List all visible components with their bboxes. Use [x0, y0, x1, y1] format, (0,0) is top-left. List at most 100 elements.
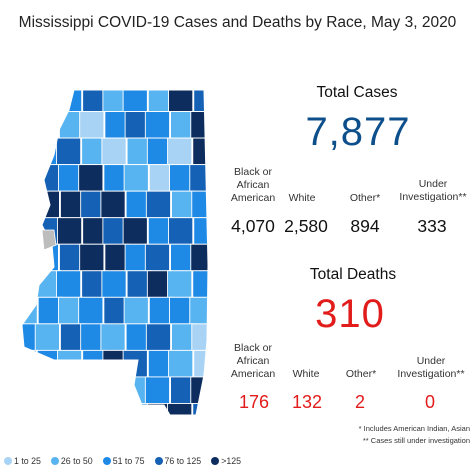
- cases-label-black: Black or African American: [230, 166, 276, 204]
- county-shape: [144, 376, 171, 404]
- county-shape: [33, 376, 59, 404]
- county-shape: [100, 323, 126, 351]
- total-cases-value: 7,877: [305, 110, 411, 154]
- county-shape: [81, 403, 107, 415]
- county-shape: [101, 270, 127, 298]
- total-cases-heading: Total Cases: [316, 84, 398, 101]
- county-no-data: [41, 229, 57, 251]
- county-shape: [145, 323, 172, 351]
- cases-value-black: 4,070: [231, 216, 275, 236]
- county-shape: [190, 111, 208, 139]
- county-shape: [189, 164, 208, 192]
- legend-item: 26 to 50: [50, 456, 93, 466]
- county-shape: [122, 217, 148, 245]
- footnote-other: * Includes American Indian, Asian: [358, 424, 470, 433]
- county-shape: [193, 217, 208, 245]
- county-shape: [22, 111, 39, 139]
- county-shape: [192, 270, 208, 298]
- footnote-investigation: ** Cases still under investigation: [362, 436, 470, 445]
- mississippi-county-map: [14, 85, 214, 430]
- county-shape: [190, 243, 208, 272]
- county-shape: [22, 403, 41, 415]
- county-shape: [100, 190, 126, 219]
- county-shape: [22, 349, 37, 378]
- county-shape: [55, 270, 82, 298]
- county-shape: [78, 296, 104, 325]
- deaths-value-other: 2: [354, 392, 365, 412]
- county-shape: [22, 270, 41, 298]
- legend-label: 76 to 125: [164, 456, 202, 466]
- county-shape: [22, 190, 40, 219]
- legend-dot-icon: [154, 457, 163, 465]
- county-shape: [192, 403, 208, 415]
- county-shape: [79, 376, 105, 404]
- county-shape: [22, 137, 41, 166]
- county-shape: [192, 137, 208, 166]
- county-shape: [123, 164, 149, 192]
- county-shape: [22, 376, 39, 404]
- county-shape: [191, 190, 208, 219]
- county-shape: [122, 349, 148, 378]
- county-shape: [34, 323, 60, 351]
- legend-dot-icon: [211, 457, 220, 465]
- county-shape: [55, 137, 82, 166]
- county-grid: [22, 90, 208, 415]
- county-shape: [122, 90, 148, 112]
- total-deaths-value: 310: [315, 292, 385, 336]
- county-shape: [104, 376, 130, 404]
- county-shape: [145, 190, 172, 219]
- county-shape: [36, 90, 62, 112]
- county-shape: [22, 243, 39, 272]
- legend-dot-icon: [4, 457, 12, 465]
- cases-label-white: White: [288, 192, 316, 204]
- county-shape: [79, 111, 105, 139]
- legend-item: >125: [211, 456, 241, 466]
- cases-value-investigation: 333: [417, 216, 447, 236]
- county-shape: [168, 90, 194, 112]
- page-title: Mississippi COVID-19 Cases and Deaths by…: [18, 14, 457, 31]
- cases-label-investigation: Under Investigation**: [399, 178, 467, 203]
- county-shape: [79, 243, 105, 272]
- map-legend: 1 to 25 26 to 50 51 to 75 76 to 125 >125: [4, 456, 241, 466]
- county-shape: [144, 111, 171, 139]
- county-shape: [22, 217, 37, 245]
- county-shape: [189, 296, 208, 325]
- legend-item: 51 to 75: [102, 456, 145, 466]
- deaths-value-white: 132: [291, 392, 323, 412]
- county-shape: [22, 164, 38, 192]
- legend-dot-icon: [102, 457, 111, 465]
- county-shape: [101, 137, 127, 166]
- cases-label-other: Other*: [349, 192, 381, 204]
- legend-label: 51 to 75: [112, 456, 145, 466]
- cases-value-other: 894: [350, 216, 380, 236]
- county-shape: [168, 349, 194, 378]
- cases-value-white: 2,580: [284, 216, 328, 236]
- county-shape: [167, 403, 193, 415]
- county-shape: [126, 403, 152, 415]
- county-shape: [58, 376, 85, 404]
- legend-label: 1 to 25: [14, 456, 41, 466]
- county-shape: [22, 90, 37, 112]
- deaths-label-black: Black or African American: [230, 342, 276, 380]
- deaths-label-investigation: Under Investigation**: [397, 355, 465, 380]
- state-outline: [21, 89, 209, 416]
- deaths-value-investigation: 0: [424, 392, 435, 412]
- county-shape: [33, 111, 59, 139]
- deaths-label-white: White: [292, 368, 320, 380]
- total-deaths-heading: Total Deaths: [309, 266, 397, 283]
- legend-item: 1 to 25: [4, 456, 41, 466]
- deaths-value-black: 176: [238, 392, 270, 412]
- county-map-svg: [21, 89, 209, 416]
- county-shape: [56, 349, 83, 378]
- county-shape: [78, 164, 104, 192]
- legend-label: 26 to 50: [60, 456, 93, 466]
- county-shape: [55, 403, 82, 415]
- legend-item: 76 to 125: [154, 456, 202, 466]
- county-shape: [101, 403, 127, 415]
- county-shape: [167, 137, 193, 166]
- county-shape: [168, 217, 194, 245]
- county-shape: [56, 217, 83, 245]
- deaths-label-other: Other*: [345, 368, 377, 380]
- legend-label: >125: [221, 456, 242, 466]
- county-shape: [123, 296, 149, 325]
